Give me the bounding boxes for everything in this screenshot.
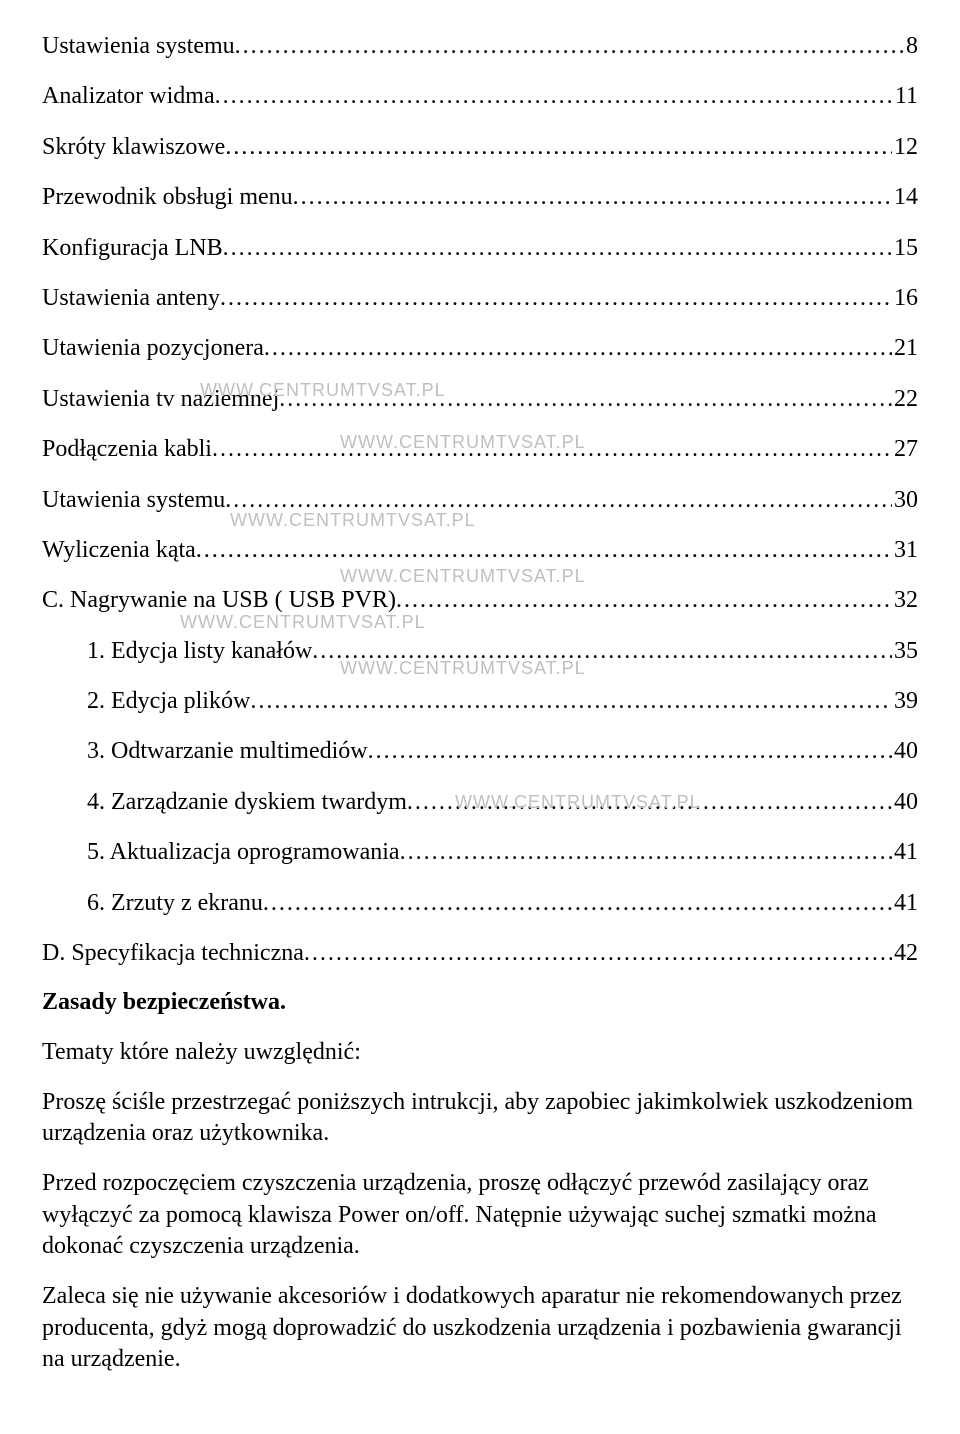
toc-entry-leader <box>368 735 892 767</box>
toc-entry-page: 27 <box>892 433 918 465</box>
toc-entry: D. Specyfikacja techniczna 42 <box>42 937 918 969</box>
toc-entry-page: 30 <box>892 484 918 516</box>
toc-entry: Przewodnik obsługi menu 14 <box>42 181 918 213</box>
toc-entry: Skróty klawiszowe 12 <box>42 131 918 163</box>
safety-paragraphs: Proszę ściśle przestrzegać poniższych in… <box>42 1087 918 1376</box>
toc-entry-leader <box>396 584 892 616</box>
toc-entry-label: 5. Aktualizacja oprogramowania <box>87 836 400 868</box>
toc-entry-page: 16 <box>892 282 918 314</box>
toc-entry-leader <box>304 937 892 969</box>
toc-entry-page: 42 <box>892 937 918 969</box>
safety-paragraph: Przed rozpoczęciem czyszczenia urządzeni… <box>42 1168 918 1263</box>
toc-entry: Utawienia systemu 30 <box>42 484 918 516</box>
toc-entry: 6. Zrzuty z ekranu 41 <box>42 887 918 919</box>
table-of-contents: Ustawienia systemu 8 Analizator widma 11 Skr… <box>42 30 918 969</box>
toc-entry-leader <box>407 786 892 818</box>
toc-entry: Ustawienia tv naziemnej 22 <box>42 383 918 415</box>
toc-entry-label: Podłączenia kabli <box>42 433 212 465</box>
toc-entry: Wyliczenia kąta 31 <box>42 534 918 566</box>
toc-entry-label: Ustawienia anteny <box>42 282 220 314</box>
toc-entry-page: 40 <box>892 786 918 818</box>
toc-entry-label: 2. Edycja plików <box>87 685 250 717</box>
toc-entry-label: C. Nagrywanie na USB ( USB PVR) <box>42 584 396 616</box>
toc-entry: C. Nagrywanie na USB ( USB PVR) 32 <box>42 584 918 616</box>
safety-heading: Zasady bezpieczeństwa. <box>42 987 918 1019</box>
toc-entry-leader <box>212 433 892 465</box>
toc-entry: Ustawienia anteny 16 <box>42 282 918 314</box>
toc-entry-leader <box>263 887 892 919</box>
toc-entry: Konfiguracja LNB 15 <box>42 232 918 264</box>
toc-entry: Analizator widma 11 <box>42 80 918 112</box>
toc-entry: 3. Odtwarzanie multimediów 40 <box>42 735 918 767</box>
toc-entry-page: 41 <box>892 887 918 919</box>
toc-entry-label: Analizator widma <box>42 80 215 112</box>
toc-entry-label: Wyliczenia kąta <box>42 534 196 566</box>
toc-entry-page: 21 <box>892 332 918 364</box>
toc-entry-leader <box>279 383 892 415</box>
toc-entry-label: Skróty klawiszowe <box>42 131 225 163</box>
toc-entry-leader <box>225 131 892 163</box>
toc-entry-page: 32 <box>892 584 918 616</box>
toc-entry: 4. Zarządzanie dyskiem twardym 40 <box>42 786 918 818</box>
toc-entry-label: Ustawienia tv naziemnej <box>42 383 279 415</box>
toc-entry-label: 4. Zarządzanie dyskiem twardym <box>87 786 407 818</box>
toc-entry-page: 39 <box>892 685 918 717</box>
toc-entry-label: Utawienia systemu <box>42 484 225 516</box>
toc-entry-leader <box>196 534 892 566</box>
toc-entry: Podłączenia kabli 27 <box>42 433 918 465</box>
toc-entry-leader <box>215 80 893 112</box>
toc-entry-page: 41 <box>892 836 918 868</box>
toc-entry-leader <box>264 332 892 364</box>
toc-entry: 1. Edycja listy kanałów 35 <box>42 635 918 667</box>
toc-entry-page: 35 <box>892 635 918 667</box>
toc-entry-page: 31 <box>892 534 918 566</box>
toc-entry: Utawienia pozycjonera 21 <box>42 332 918 364</box>
toc-entry-leader <box>312 635 892 667</box>
toc-entry-label: Utawienia pozycjonera <box>42 332 264 364</box>
toc-entry: Ustawienia systemu 8 <box>42 30 918 62</box>
safety-subheading: Tematy które należy uwzględnić: <box>42 1037 918 1069</box>
toc-entry-label: 6. Zrzuty z ekranu <box>87 887 263 919</box>
toc-entry-label: 3. Odtwarzanie multimediów <box>87 735 368 767</box>
toc-entry-page: 8 <box>904 30 918 62</box>
toc-entry-leader <box>223 232 892 264</box>
toc-entry-label: D. Specyfikacja techniczna <box>42 937 304 969</box>
toc-entry-leader <box>293 181 892 213</box>
toc-entry-leader <box>220 282 892 314</box>
safety-paragraph: Zaleca się nie używanie akcesoriów i dod… <box>42 1281 918 1376</box>
toc-entry-page: 22 <box>892 383 918 415</box>
safety-paragraph: Proszę ściśle przestrzegać poniższych in… <box>42 1087 918 1150</box>
toc-entry-leader <box>400 836 892 868</box>
toc-entry-page: 15 <box>892 232 918 264</box>
toc-entry-leader <box>250 685 892 717</box>
toc-entry-label: Przewodnik obsługi menu <box>42 181 293 213</box>
toc-entry-label: Ustawienia systemu <box>42 30 235 62</box>
toc-entry: 5. Aktualizacja oprogramowania 41 <box>42 836 918 868</box>
toc-entry-leader <box>235 30 904 62</box>
toc-entry-page: 11 <box>893 80 918 112</box>
toc-entry-page: 12 <box>892 131 918 163</box>
toc-entry-page: 14 <box>892 181 918 213</box>
toc-entry-label: 1. Edycja listy kanałów <box>87 635 312 667</box>
toc-entry: 2. Edycja plików 39 <box>42 685 918 717</box>
toc-entry-page: 40 <box>892 735 918 767</box>
toc-entry-leader <box>225 484 892 516</box>
toc-entry-label: Konfiguracja LNB <box>42 232 223 264</box>
